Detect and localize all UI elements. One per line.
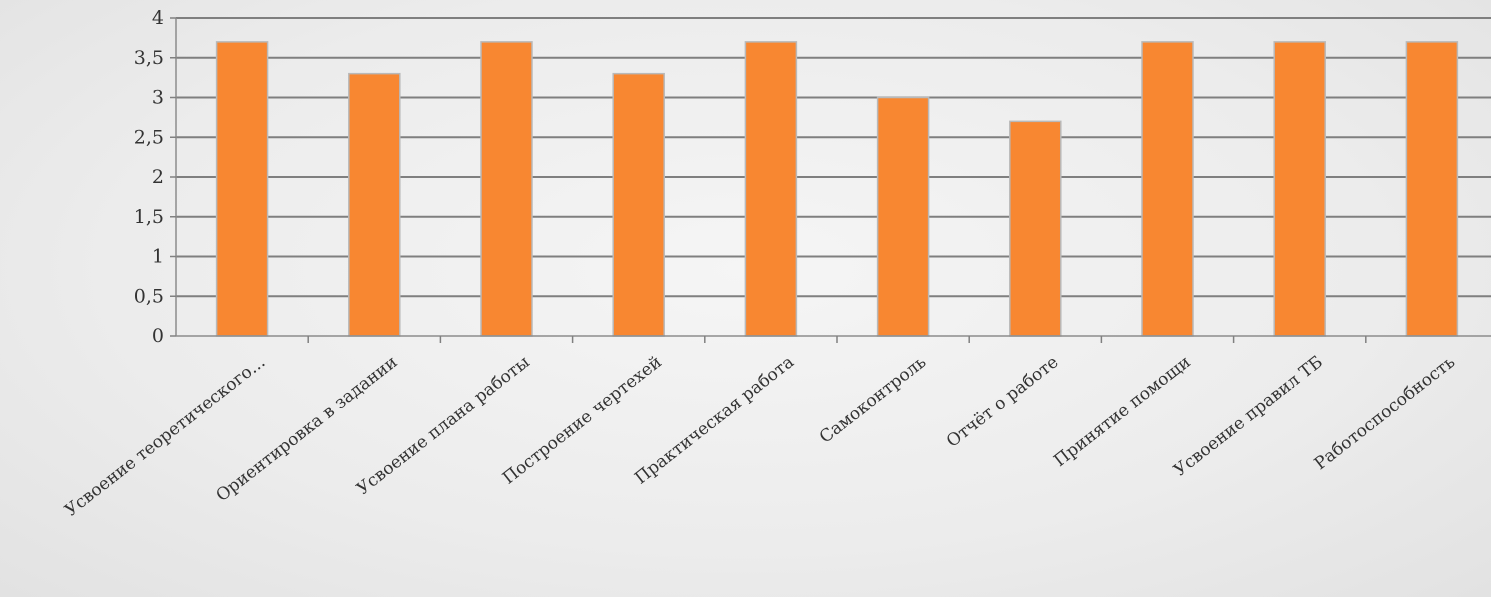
x-category-label: Принятие помощи — [1050, 352, 1194, 471]
y-tick-label: 3,5 — [134, 47, 164, 69]
bar — [215, 41, 269, 337]
y-tick-label: 2 — [152, 166, 164, 188]
y-tick-labels: 0 0,5 1 1,5 2 2,5 3 3,5 4 — [134, 7, 176, 347]
y-tick-label: 4 — [152, 7, 164, 29]
bar — [744, 41, 798, 337]
x-category-label: Самоконтроль — [816, 352, 930, 447]
bars — [215, 41, 1459, 337]
bar — [876, 96, 930, 337]
x-category-label: Отчёт о работе — [943, 352, 1063, 452]
bar — [1009, 120, 1062, 337]
bar — [1405, 41, 1459, 337]
x-category-label: Усвоение правил ТБ — [1170, 352, 1327, 480]
x-category-label: Работоспособность — [1311, 352, 1459, 474]
bar — [480, 41, 533, 337]
y-tick-label: 0,5 — [134, 285, 164, 307]
bar — [1141, 41, 1194, 337]
y-tick-label: 1 — [152, 246, 164, 268]
y-tick-label: 3 — [152, 87, 164, 109]
bar — [612, 72, 665, 337]
bar — [348, 72, 401, 337]
bar — [1273, 41, 1326, 337]
y-tick-label: 0 — [152, 325, 164, 347]
y-tick-label: 1,5 — [134, 206, 164, 228]
y-tick-label: 2,5 — [134, 126, 164, 148]
x-category-labels: Усвоение теоретического...Ориентировка в… — [61, 336, 1459, 521]
